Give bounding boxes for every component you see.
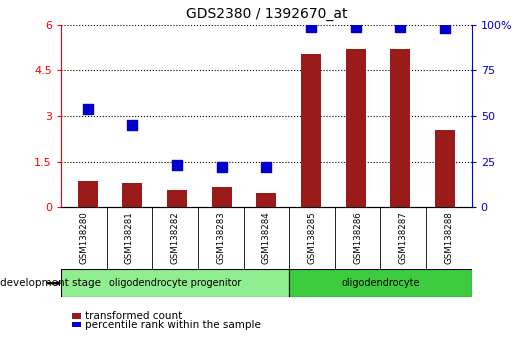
Text: GSM138284: GSM138284 [262, 212, 271, 264]
Point [84, 106, 92, 112]
Bar [257, 193, 276, 207]
Bar [78, 181, 98, 207]
Text: development stage: development stage [0, 278, 101, 288]
Point [307, 24, 315, 29]
Text: percentile rank within the sample: percentile rank within the sample [85, 320, 261, 330]
Text: transformed count: transformed count [85, 311, 182, 321]
Text: GSM138281: GSM138281 [125, 212, 134, 264]
Bar [435, 130, 455, 207]
Bar [390, 49, 410, 207]
Text: GSM138285: GSM138285 [307, 212, 316, 264]
Point [440, 25, 449, 31]
Point [396, 24, 404, 29]
Text: oligodendrocyte progenitor: oligodendrocyte progenitor [109, 278, 241, 288]
Text: GSM138280: GSM138280 [80, 212, 89, 264]
Bar [167, 190, 187, 207]
Text: GSM138287: GSM138287 [399, 212, 408, 264]
Title: GDS2380 / 1392670_at: GDS2380 / 1392670_at [186, 7, 347, 21]
Bar [301, 54, 321, 207]
Bar [211, 187, 232, 207]
Bar [61, 269, 289, 297]
Text: GSM138288: GSM138288 [444, 212, 453, 264]
Text: GSM138283: GSM138283 [216, 212, 225, 264]
Bar [346, 49, 366, 207]
Point [262, 164, 271, 170]
Point [351, 24, 360, 29]
Text: oligodendrocyte: oligodendrocyte [341, 278, 420, 288]
Point [128, 122, 137, 128]
Text: GSM138286: GSM138286 [353, 212, 362, 264]
Bar [122, 183, 143, 207]
Text: GSM138282: GSM138282 [171, 212, 180, 264]
Bar [289, 269, 472, 297]
Point [173, 162, 181, 168]
Point [217, 164, 226, 170]
